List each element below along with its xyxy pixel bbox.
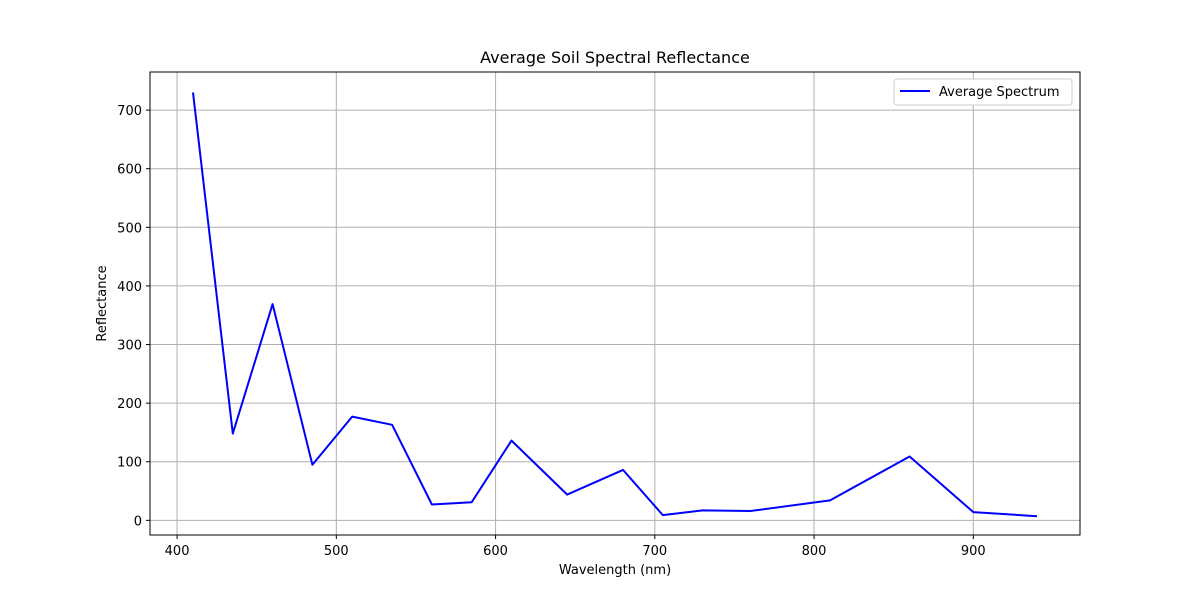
y-tick-label: 200 bbox=[117, 397, 142, 412]
legend-label: Average Spectrum bbox=[939, 85, 1060, 100]
x-tick-label: 400 bbox=[165, 544, 190, 559]
x-tick-label: 500 bbox=[324, 544, 349, 559]
plot-frame bbox=[149, 71, 1081, 536]
legend-box bbox=[893, 78, 1073, 106]
grid bbox=[150, 72, 1080, 535]
legend: Average Spectrum bbox=[893, 78, 1073, 106]
x-tick-label: 800 bbox=[802, 544, 827, 559]
y-tick-label: 600 bbox=[117, 163, 142, 178]
y-tick-label: 300 bbox=[117, 339, 142, 354]
ticks: 400 500 600 700 800 900 0 100 200 300 400 500 600 700 bbox=[117, 104, 986, 559]
series-layer bbox=[192, 92, 1038, 518]
x-tick-label: 900 bbox=[961, 544, 986, 559]
y-tick-label: 500 bbox=[117, 221, 142, 236]
x-axis-title: Wavelength (nm) bbox=[559, 563, 671, 578]
y-tick-label: 0 bbox=[134, 514, 142, 529]
chart-title: Average Soil Spectral Reflectance bbox=[480, 48, 750, 67]
x-tick-label: 600 bbox=[483, 544, 508, 559]
y-tick-label: 700 bbox=[117, 104, 142, 119]
y-axis-title: Reflectance bbox=[95, 265, 110, 341]
y-tick-label: 100 bbox=[117, 456, 142, 471]
series-line-average-spectrum bbox=[192, 92, 1038, 518]
x-tick-label: 700 bbox=[642, 544, 667, 559]
y-tick-label: 400 bbox=[117, 280, 142, 295]
